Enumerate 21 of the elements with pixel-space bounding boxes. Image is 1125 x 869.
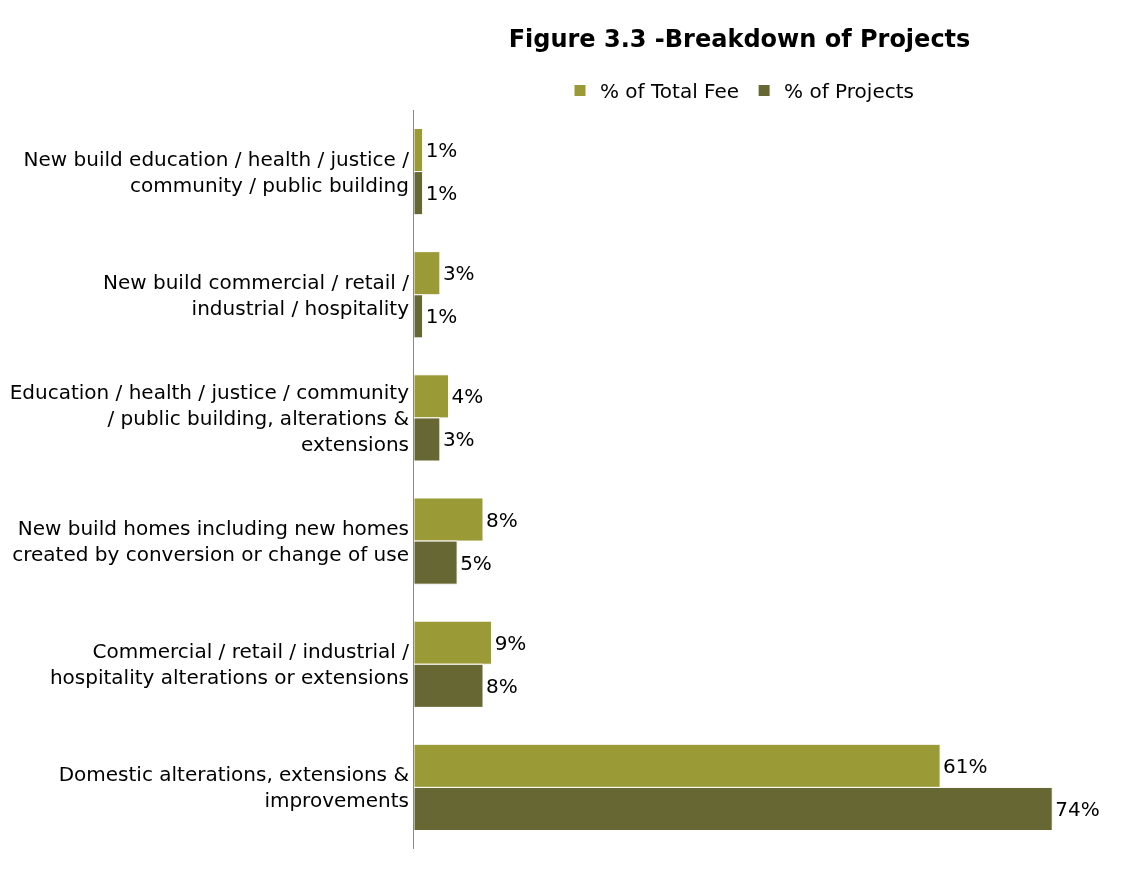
data-label: 4% [451,384,484,409]
chart-title: Figure 3.3 -Breakdown of Projects [508,25,971,54]
y-tick-label: Domestic alterations, extensions & improvements [58,762,409,813]
legend-label: % of Projects [784,79,914,104]
y-tick-label: New build homes including new homes created by conversion or change of use [12,516,409,567]
data-label: 1% [425,181,458,206]
data-label: 5% [460,550,492,575]
data-label: 3% [442,261,475,286]
data-label: 8% [486,507,518,532]
data-label: 61% [943,753,988,778]
y-tick-label: Education / health / justice / community / public building, alterations & extensions [9,379,410,456]
data-label: 1% [425,304,458,329]
data-label: 8% [486,673,518,698]
y-tick-label: Commercial / retail / industrial / hospitality alterations or extensions [49,639,410,690]
data-label: 9% [494,630,527,655]
data-label: 3% [442,427,475,452]
y-tick-label: New build education / health / justice / community / public building [23,146,410,197]
data-label: 1% [425,138,458,163]
data-label: 74% [1055,796,1100,821]
y-tick-label: New build commercial / retail / industrial / hospitality [102,269,410,320]
legend-label: % of Total Fee [600,79,740,104]
